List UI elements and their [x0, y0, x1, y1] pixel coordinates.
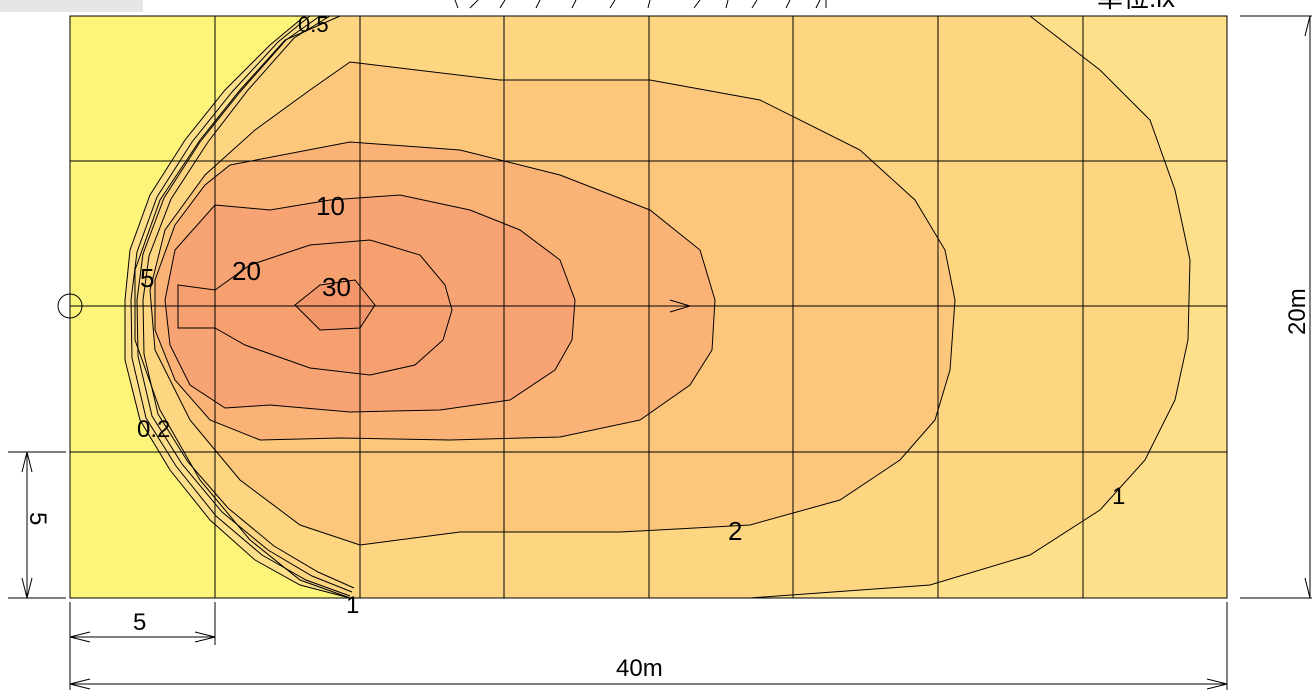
- header-strip: [0, 0, 143, 12]
- grid: [69, 15, 1228, 599]
- contour-line-2: [149, 61, 956, 546]
- top-cutoff-marks: [454, 0, 827, 9]
- bottom-dimensions: [69, 602, 1228, 690]
- contour-line-1-left: [134, 15, 351, 599]
- contour-line-10: [164, 194, 576, 413]
- contour-lines: [124, 15, 1191, 599]
- contour-line-1: [749, 15, 1191, 599]
- light-axis: [70, 299, 1227, 313]
- light-source-marker: [57, 293, 83, 319]
- contour-region-30: [295, 280, 375, 330]
- contour-line-0-2: [142, 15, 355, 589]
- label-contour-30: 30: [322, 272, 351, 302]
- contour-line-0-5: [124, 19, 351, 599]
- dimension-bottom-total: 40m: [616, 655, 663, 682]
- contour-line-5: [154, 141, 716, 441]
- dimension-bottom-small: 5: [133, 609, 146, 636]
- dimension-left-small: 5: [24, 512, 51, 525]
- contour-line-30: [294, 279, 376, 331]
- label-contour-2: 2: [728, 516, 742, 546]
- label-contour-1-bottom: 1: [346, 592, 359, 619]
- label-contour-5: 5: [140, 263, 154, 293]
- label-contour-1-right: 1: [1112, 483, 1125, 510]
- dimension-right-total: 20m: [1284, 288, 1311, 335]
- contour-line-0-3a: [130, 15, 351, 597]
- label-contour-0-5: 0.5: [298, 12, 329, 37]
- contour-line-20: [177, 239, 453, 376]
- label-contour-20: 20: [232, 256, 261, 286]
- label-contour-0-2: 0.2: [137, 416, 170, 443]
- unit-label: 単位:lx: [1097, 0, 1175, 13]
- right-dimensions: [1240, 15, 1312, 599]
- left-dimensions: [8, 451, 66, 599]
- contour-line-0-3b: [136, 15, 353, 593]
- label-contour-10: 10: [316, 191, 345, 221]
